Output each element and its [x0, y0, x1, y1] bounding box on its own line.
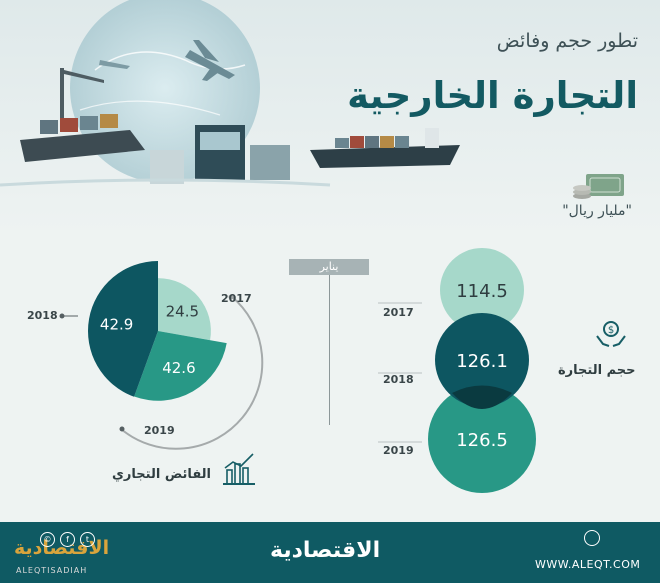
cargo-ship-left [20, 68, 145, 162]
infographic-title: التجارة الخارجية [347, 74, 638, 117]
footer-website[interactable]: WWW.ALEQT.COM [535, 558, 641, 571]
hero-illustration [0, 0, 660, 235]
infographic-subtitle: تطور حجم وفائض [496, 30, 638, 52]
rose-guide-dot [59, 313, 65, 319]
hands-dollar-icon: $ [596, 321, 626, 347]
money-stack-icon [573, 174, 624, 199]
pie-year-2019: 2019 [144, 424, 175, 437]
pie-slice-2018 [87, 261, 158, 397]
cargo-ship-right [310, 128, 460, 168]
pie-year-2018: 2018 [27, 309, 58, 322]
trade-surplus-chart: 24.5 42.6 42.9 [59, 261, 264, 450]
divider-line [329, 275, 330, 425]
footer-logo-center: الاقتصادية [270, 538, 381, 563]
facebook-icon[interactable]: f [60, 532, 75, 547]
bar-chart-icon [223, 453, 255, 485]
footer-bar: الاقتصادية ALEQTISADIAH © f t الاقتصادية… [0, 522, 660, 583]
month-label: يناير [289, 259, 369, 275]
trucks [150, 125, 290, 184]
trade-volume-title: حجم التجارة [558, 363, 636, 378]
pie-value-2017: 24.5 [166, 303, 199, 321]
trade-illustration [0, 0, 460, 187]
bubble-value-2019: 126.5 [456, 430, 508, 451]
bubble-2019 [428, 385, 536, 493]
bubble-2017 [440, 248, 524, 332]
bubble-2018 [435, 313, 529, 407]
pie-slice-2017 [158, 278, 211, 341]
globe-icon[interactable] [584, 530, 600, 546]
trade-surplus-title: الفائض التجاري [112, 467, 212, 482]
trade-volume-chart: 114.5 126.1 126.5 [378, 248, 536, 493]
rose-guide-dot [228, 294, 234, 300]
bubble-value-2017: 114.5 [456, 281, 508, 302]
bubble-year-2018: 2018 [383, 373, 414, 386]
pie-year-2017: 2017 [221, 292, 252, 305]
unit-label: "مليار ريال" [562, 203, 632, 219]
airplane-icon [185, 40, 235, 81]
rose-guide-dot [119, 426, 125, 432]
bubble-year-2017: 2017 [383, 306, 414, 319]
bubble-overlap [452, 385, 512, 409]
bubble-value-2018: 126.1 [456, 351, 508, 372]
rose-arc-guide [120, 295, 264, 450]
charts-area: 24.5 42.6 42.9 114.5 126.1 126.5 [59, 248, 536, 493]
copyright-icon[interactable]: © [40, 532, 55, 547]
svg-text:$: $ [608, 325, 614, 336]
footer-handle: ALEQTISADIAH [16, 566, 88, 575]
twitter-icon[interactable]: t [80, 532, 95, 547]
pie-value-2019: 42.6 [162, 359, 195, 377]
pie-value-2018: 42.9 [100, 316, 133, 334]
bubble-year-2019: 2019 [383, 444, 414, 457]
pie-slice-2019 [134, 331, 227, 401]
